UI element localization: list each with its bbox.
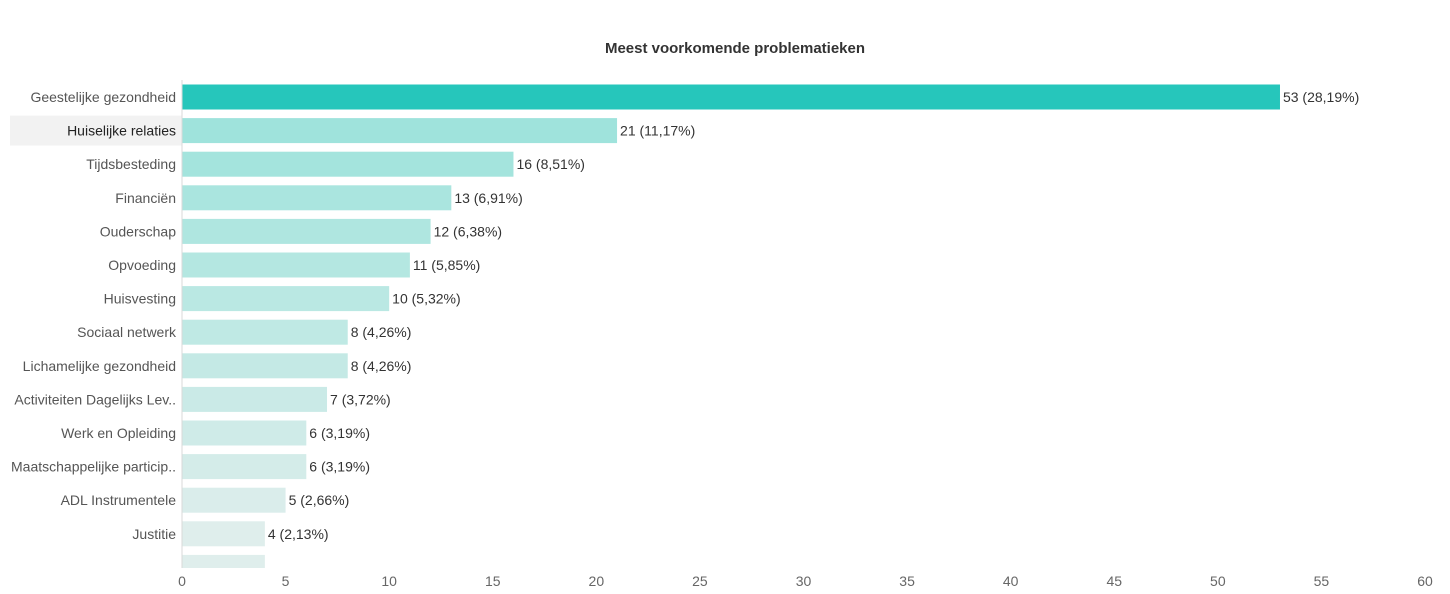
data-label-12: 5 (2,66%) [289,492,350,508]
data-label-4: 12 (6,38%) [434,223,502,239]
data-label-0: 53 (28,19%) [1283,89,1359,105]
x-tick-label-8: 40 [1003,573,1019,589]
x-tick-label-6: 30 [796,573,812,589]
x-tick-label-5: 25 [692,573,708,589]
category-label-0: Geestelijke gezondheid [30,89,176,105]
bar-12[interactable] [182,487,286,513]
data-label-10: 6 (3,19%) [309,425,370,441]
x-tick-label-1: 5 [282,573,290,589]
category-label-11: Maatschappelijke particip.. [11,459,176,475]
category-label-6: Huisvesting [104,291,176,307]
category-label-1: Huiselijke relaties [67,123,176,139]
category-label-13: Justitie [132,526,176,542]
data-label-13: 4 (2,13%) [268,526,329,542]
x-tick-label-9: 45 [1106,573,1122,589]
data-label-2: 16 (8,51%) [516,156,584,172]
bar-9[interactable] [182,386,328,412]
category-label-7: Sociaal netwerk [77,324,177,340]
data-label-3: 13 (6,91%) [454,190,522,206]
x-tick-label-7: 35 [899,573,915,589]
chart-title: Meest voorkomende problematieken [605,40,865,57]
x-tick-label-12: 60 [1417,573,1433,589]
bar-5[interactable] [182,252,410,278]
bar-0[interactable] [182,84,1280,110]
category-label-12: ADL Instrumentele [61,492,177,508]
category-label-3: Financiën [115,190,176,206]
data-label-7: 8 (4,26%) [351,324,412,340]
data-label-9: 7 (3,72%) [330,391,391,407]
data-label-5: 11 (5,85%) [413,257,480,273]
bar-13[interactable] [182,521,265,547]
category-label-9: Activiteiten Dagelijks Lev.. [14,391,176,407]
bar-partial[interactable] [182,554,265,568]
bar-11[interactable] [182,454,307,480]
x-tick-label-2: 10 [381,573,397,589]
data-label-1: 21 (11,17%) [620,123,695,139]
bar-3[interactable] [182,185,452,211]
data-label-11: 6 (3,19%) [309,459,370,475]
category-label-5: Opvoeding [108,257,176,273]
bar-7[interactable] [182,319,348,345]
category-label-8: Lichamelijke gezondheid [23,358,176,374]
data-label-6: 10 (5,32%) [392,291,460,307]
bar-2[interactable] [182,151,514,177]
category-label-2: Tijdsbesteding [86,156,176,172]
x-tick-label-0: 0 [178,573,186,589]
bar-4[interactable] [182,218,431,244]
bar-10[interactable] [182,420,307,446]
x-tick-label-10: 50 [1210,573,1226,589]
data-label-8: 8 (4,26%) [351,358,412,374]
highlighted-label-bg [10,115,182,146]
bar-6[interactable] [182,286,390,312]
x-tick-label-11: 55 [1314,573,1330,589]
x-tick-label-4: 20 [589,573,605,589]
category-label-10: Werk en Opleiding [61,425,176,441]
bar-8[interactable] [182,353,348,379]
category-label-4: Ouderschap [100,223,176,239]
bar-1[interactable] [182,118,618,144]
x-tick-label-3: 15 [485,573,501,589]
